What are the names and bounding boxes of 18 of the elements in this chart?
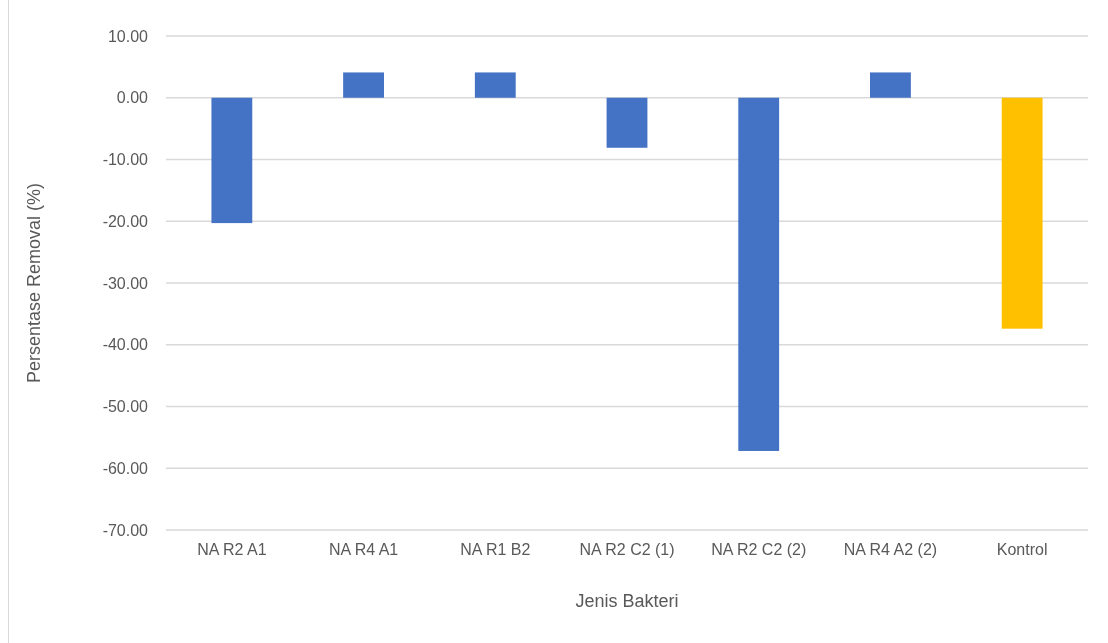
y-tick-label: -50.00	[102, 398, 149, 416]
x-tick-label: NA R2 C2 (1)	[579, 541, 675, 559]
x-tick-label: Kontrol	[996, 541, 1048, 559]
y-tick-label: -40.00	[102, 336, 149, 354]
x-axis-title: Jenis Bakteri	[575, 591, 679, 611]
x-tick-label: NA R1 B2	[460, 541, 531, 559]
x-tick-label: NA R4 A2 (2)	[843, 541, 938, 559]
y-tick-label: -60.00	[102, 459, 149, 477]
y-tick-label: -30.00	[102, 274, 149, 292]
y-tick-label: -20.00	[102, 212, 149, 230]
y-tick-label: 0.00	[116, 89, 149, 107]
x-tick-label: NA R4 A1	[328, 541, 399, 559]
y-tick-label: -10.00	[102, 151, 149, 169]
x-tick-label: NA R2 C2 (2)	[711, 541, 807, 559]
y-tick-label: -70.00	[102, 521, 149, 539]
y-tick-label: 10.00	[107, 27, 149, 45]
y-axis-title: Persentase Removal (%)	[24, 182, 44, 384]
x-tick-label: NA R2 A1	[197, 541, 267, 559]
